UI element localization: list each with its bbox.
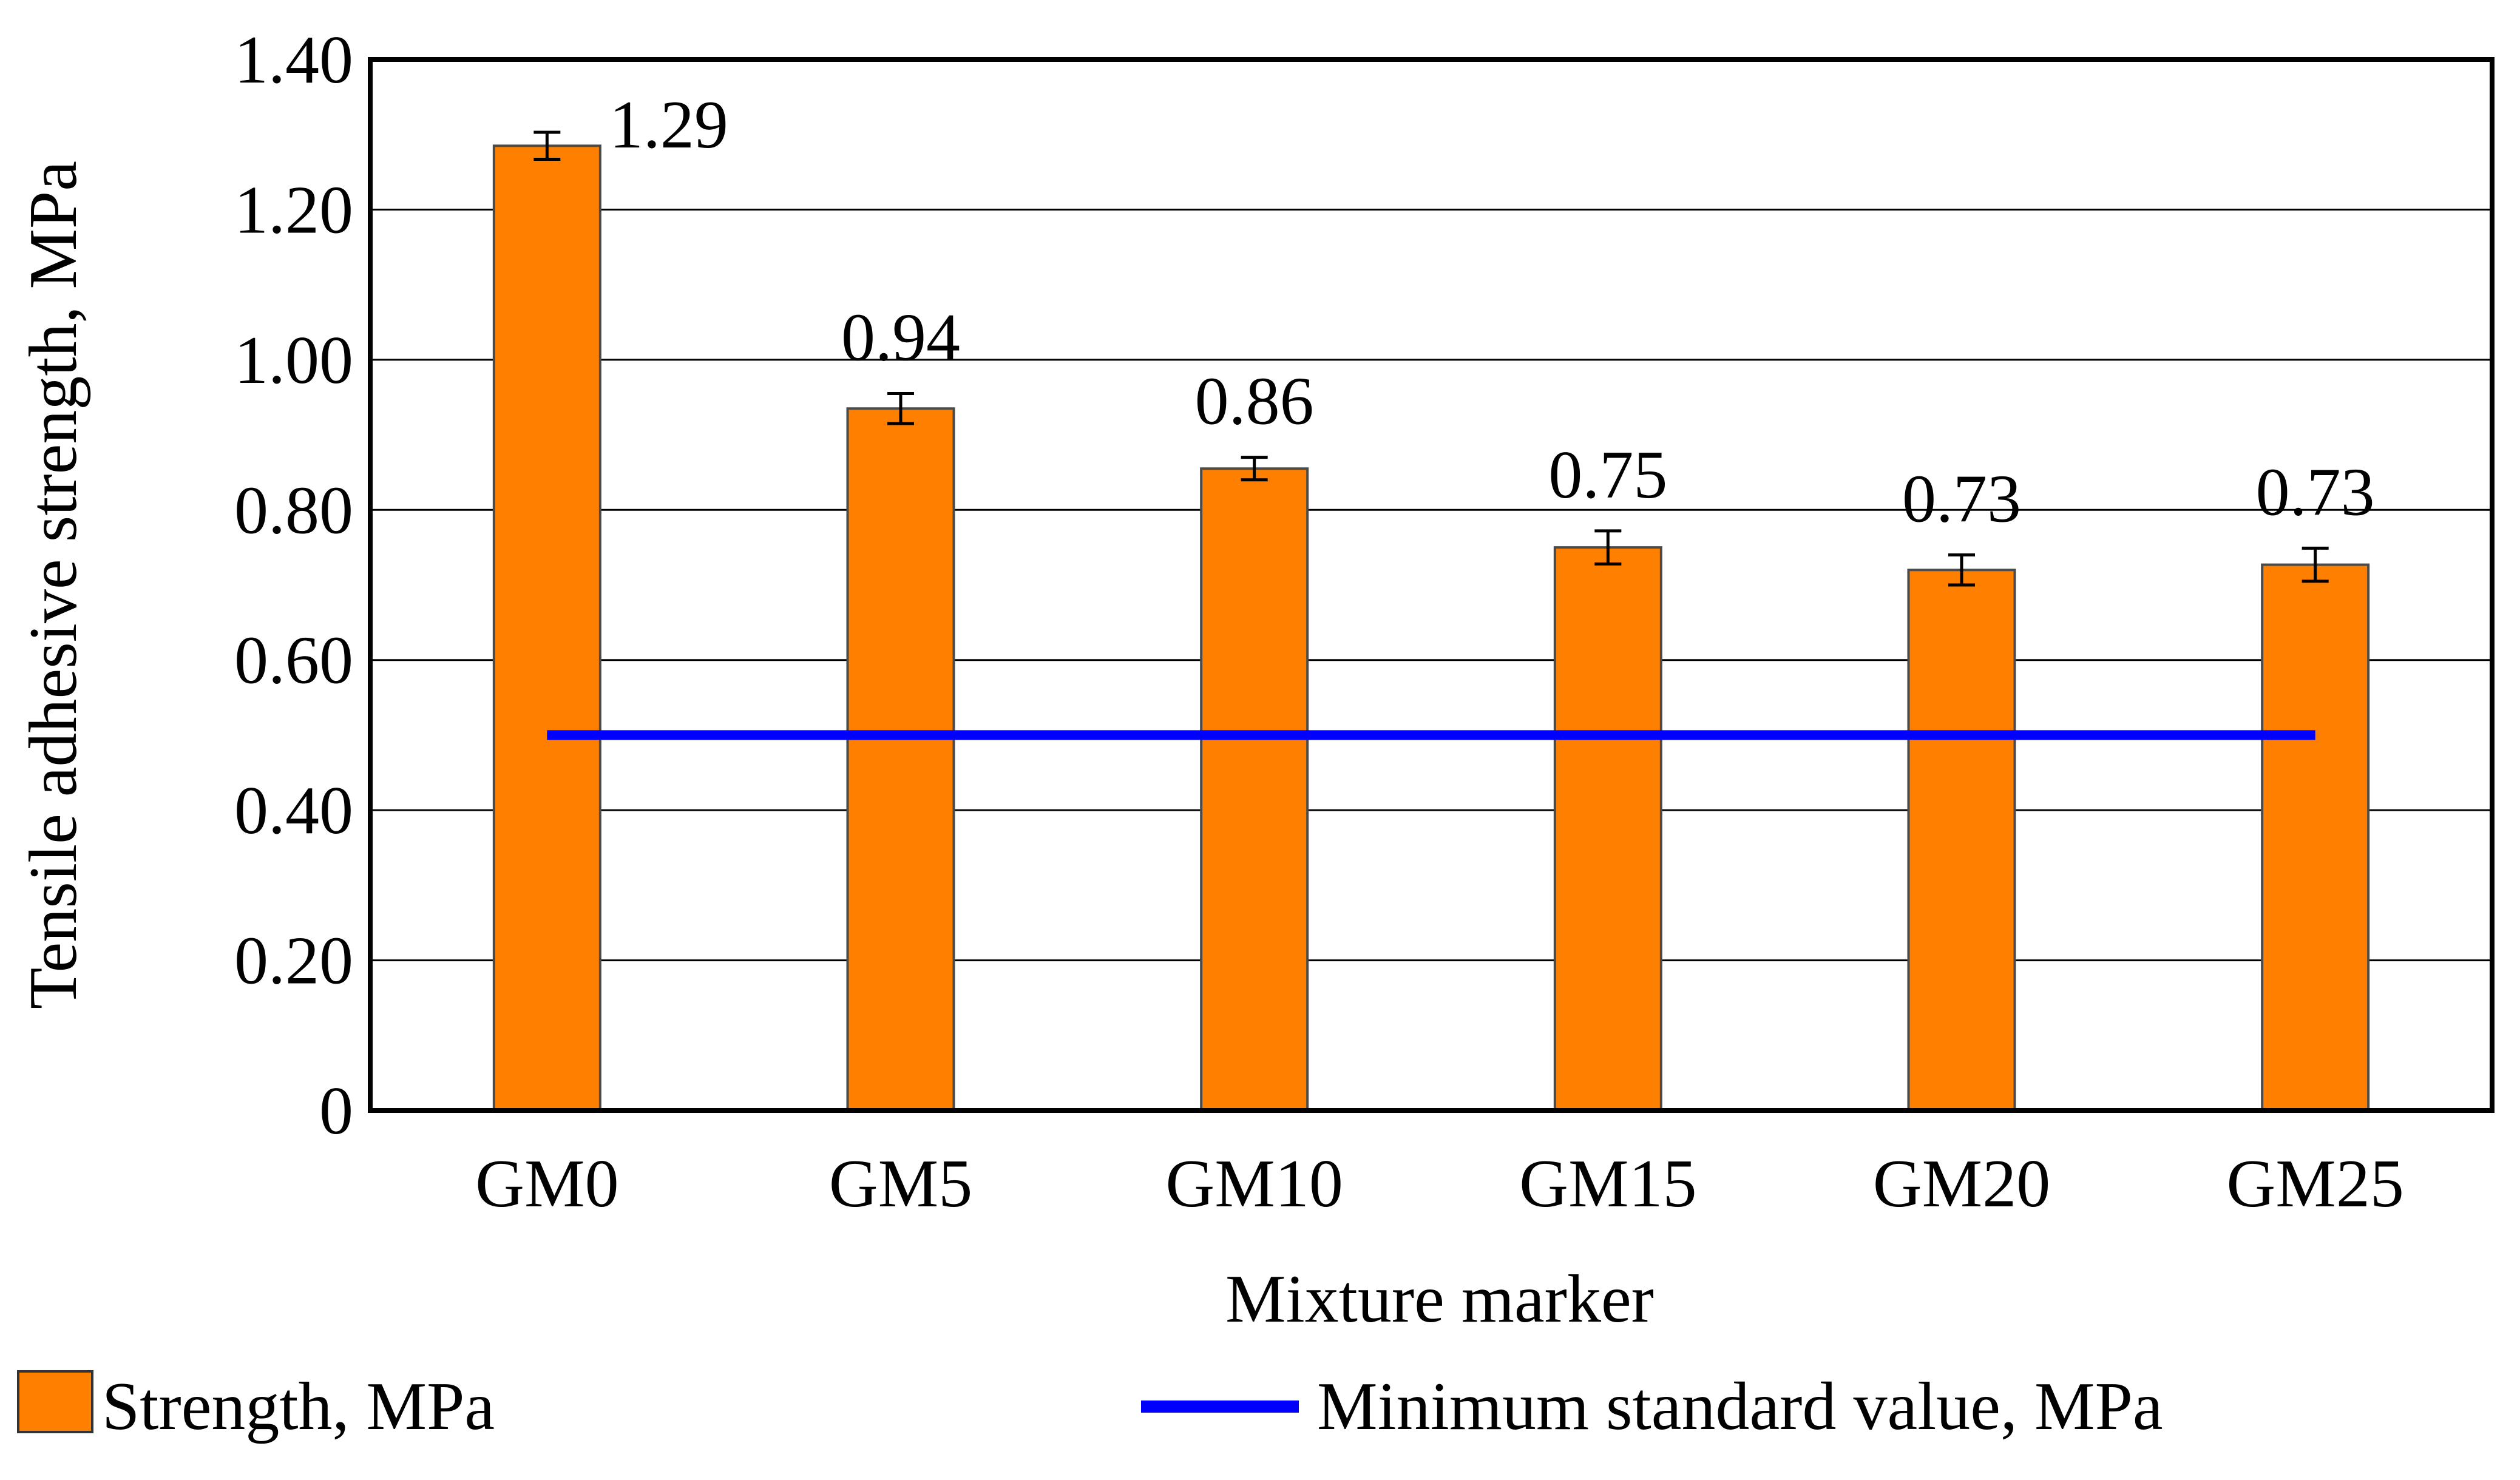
error-bar-gm10 [1241,456,1268,482]
data-labels: 1.29 0.94 0.86 0.75 0.73 0.73 [609,87,2375,537]
gridlines [370,208,2492,962]
error-bar-gm5 [887,392,914,425]
y-axis-ticks: 0 0.20 0.40 0.60 0.80 1.00 1.20 1.40 [234,22,353,1149]
x-tick-label-gm0: GM0 [475,1146,618,1222]
legend-label-minimum-standard: Minimum standard value, MPa [1317,1369,2163,1444]
bar-gm25 [2261,563,2370,1112]
y-axis-title: Tensile adhesive strength, MPa [16,161,91,1009]
data-label-gm20: 0.73 [1902,462,2021,537]
bars [492,144,2370,1112]
x-tick-label-gm20: GM20 [1873,1146,2050,1222]
y-tick-label: 0.20 [234,924,353,999]
x-tick-label-gm5: GM5 [829,1146,972,1222]
x-tick-label-gm25: GM25 [2226,1146,2403,1222]
legend-label-strength: Strength, MPa [102,1369,495,1444]
x-axis-title: Mixture marker [1225,1262,1654,1337]
data-label-gm0: 1.29 [609,87,728,163]
legend: Strength, MPa Minimum standard value, MP… [17,1369,2163,1444]
error-bar-gm25 [2302,546,2329,583]
x-tick-label-gm15: GM15 [1519,1146,1696,1222]
y-tick-label: 1.00 [234,323,353,398]
data-label-gm25: 0.73 [2256,454,2375,530]
error-bars [533,130,2329,587]
bar-gm0 [492,144,601,1112]
bar-gm10 [1200,467,1309,1112]
bar-gm15 [1553,546,1662,1112]
error-bar-gm0 [533,130,561,161]
y-tick-label: 0 [319,1073,353,1149]
x-tick-label-gm10: GM10 [1165,1146,1343,1222]
error-bar-gm15 [1594,529,1622,566]
data-label-gm15: 0.75 [1548,438,1667,513]
data-label-gm5: 0.94 [841,300,960,376]
data-label-gm10: 0.86 [1195,364,1314,439]
y-tick-label: 1.40 [234,22,353,98]
y-tick-label: 0.60 [234,623,353,698]
y-tick-label: 1.20 [234,172,353,248]
bar-gm5 [846,407,955,1112]
y-tick-label: 0.40 [234,773,353,848]
plot-area-frame [368,57,2495,1113]
error-bar-gm20 [1948,553,1975,587]
bar-gm20 [1907,569,2016,1112]
y-tick-label: 0.80 [234,473,353,548]
x-axis-ticks: GM0 GM5 GM10 GM15 GM20 GM25 [475,1146,2404,1222]
legend-swatch-strength [17,1370,93,1433]
